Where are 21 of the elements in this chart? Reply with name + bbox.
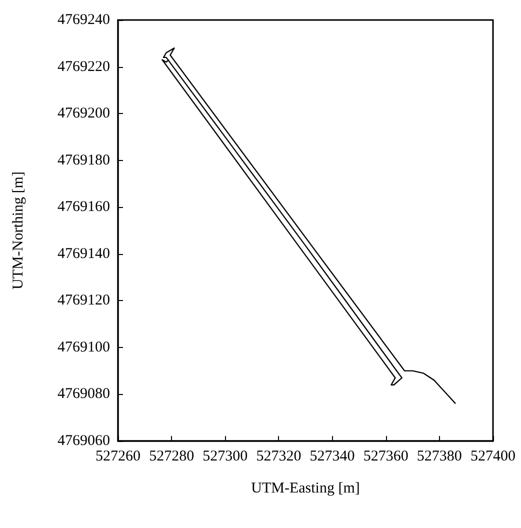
y-tick-label: 4769240 [58, 12, 110, 28]
line-series [162, 47, 456, 404]
y-tick-label: 4769180 [58, 152, 110, 168]
x-tick-label: 527360 [363, 448, 408, 464]
x-tick-label: 527400 [470, 448, 516, 464]
x-tick-label: 527340 [310, 448, 355, 464]
x-tick-label: 527300 [202, 448, 248, 464]
y-tick-label: 4769100 [58, 339, 110, 356]
y-tick-label: 4769120 [58, 292, 110, 309]
y-tick-label: 4769060 [58, 433, 110, 449]
x-tick-label: 527320 [256, 448, 302, 464]
y-tick-label: 4769160 [58, 199, 110, 216]
x-tick-label: 527280 [149, 448, 194, 464]
y-tick-label: 4769220 [58, 58, 110, 75]
y-tick-label: 4769200 [58, 106, 110, 122]
y-tick-label: 4769080 [58, 386, 110, 402]
x-tick-label: 527260 [96, 448, 140, 464]
x-tick-label: 527380 [416, 448, 462, 464]
x-axis-title: UTM-Easting [m] [251, 480, 360, 496]
y-tick-label: 4769140 [58, 246, 110, 262]
y-axis-title: UTM-Northing [m] [10, 172, 26, 290]
